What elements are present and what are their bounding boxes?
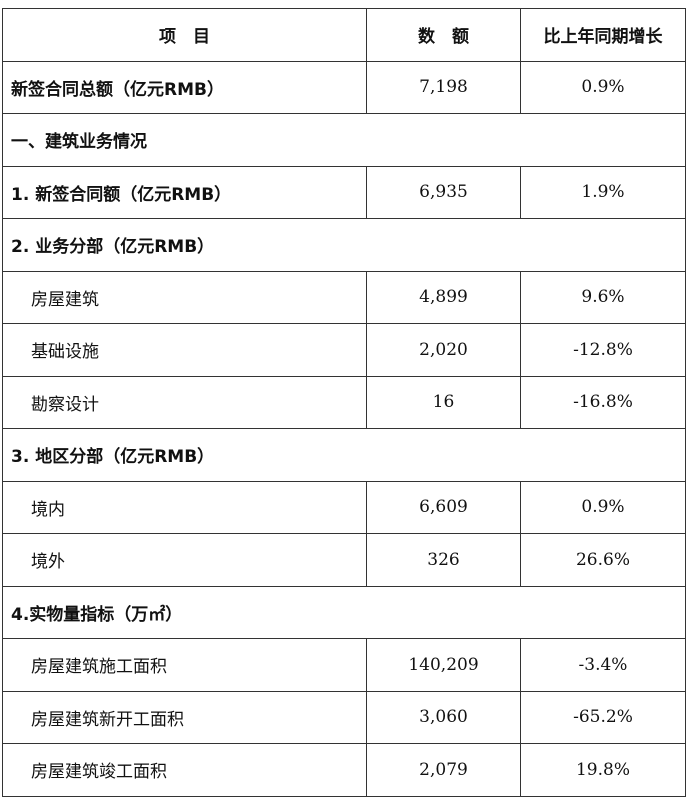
row-label: 基础设施 xyxy=(2,323,367,377)
row-growth: -3.4% xyxy=(520,638,686,692)
row-growth: 1.9% xyxy=(520,165,686,219)
row-amount: 4,899 xyxy=(366,270,521,324)
section-row: 2. 业务分部（亿元RMB） xyxy=(2,218,686,272)
header-item: 项 目 xyxy=(2,8,367,62)
header-amount: 数 额 xyxy=(366,8,521,62)
row-label: 房屋建筑竣工面积 xyxy=(2,743,367,797)
table-row: 房屋建筑 4,899 9.6% xyxy=(2,270,686,324)
section-label: 3. 地区分部（亿元RMB） xyxy=(2,428,686,482)
row-amount: 2,020 xyxy=(366,323,521,377)
row-growth: 0.9% xyxy=(520,480,686,534)
row-growth: -12.8% xyxy=(520,323,686,377)
section-row: 一、建筑业务情况 xyxy=(2,113,686,167)
row-amount: 6,935 xyxy=(366,165,521,219)
header-row: 项 目 数 额 比上年同期增长 xyxy=(2,8,686,62)
row-growth: 0.9% xyxy=(520,60,686,114)
row-amount: 326 xyxy=(366,533,521,587)
row-label: 房屋建筑 xyxy=(2,270,367,324)
header-growth: 比上年同期增长 xyxy=(520,8,686,62)
section-label: 2. 业务分部（亿元RMB） xyxy=(2,218,686,272)
section-label: 4.实物量指标（万㎡） xyxy=(2,585,686,639)
row-label: 房屋建筑施工面积 xyxy=(2,638,367,692)
table-row: 境外 326 26.6% xyxy=(2,533,686,587)
section-label: 一、建筑业务情况 xyxy=(2,113,686,167)
table-row: 1. 新签合同额（亿元RMB） 6,935 1.9% xyxy=(2,165,686,219)
row-label: 新签合同总额（亿元RMB） xyxy=(2,60,367,114)
contracts-table: 项 目 数 额 比上年同期增长 新签合同总额（亿元RMB） 7,198 0.9% 一、… xyxy=(2,8,686,797)
row-label: 境外 xyxy=(2,533,367,587)
section-row: 4.实物量指标（万㎡） xyxy=(2,585,686,639)
row-amount: 2,079 xyxy=(366,743,521,797)
row-label: 1. 新签合同额（亿元RMB） xyxy=(2,165,367,219)
row-amount: 140,209 xyxy=(366,638,521,692)
row-growth: 19.8% xyxy=(520,743,686,797)
table-row: 新签合同总额（亿元RMB） 7,198 0.9% xyxy=(2,60,686,114)
row-amount: 6,609 xyxy=(366,480,521,534)
table-row: 房屋建筑竣工面积 2,079 19.8% xyxy=(2,743,686,797)
table-row: 基础设施 2,020 -12.8% xyxy=(2,323,686,377)
section-row: 3. 地区分部（亿元RMB） xyxy=(2,428,686,482)
table-row: 房屋建筑新开工面积 3,060 -65.2% xyxy=(2,690,686,744)
row-growth: 26.6% xyxy=(520,533,686,587)
row-growth: 9.6% xyxy=(520,270,686,324)
table-row: 境内 6,609 0.9% xyxy=(2,480,686,534)
row-label: 境内 xyxy=(2,480,367,534)
table-row: 房屋建筑施工面积 140,209 -3.4% xyxy=(2,638,686,692)
row-label: 房屋建筑新开工面积 xyxy=(2,690,367,744)
row-growth: -16.8% xyxy=(520,375,686,429)
row-amount: 7,198 xyxy=(366,60,521,114)
row-amount: 3,060 xyxy=(366,690,521,744)
row-label: 勘察设计 xyxy=(2,375,367,429)
row-growth: -65.2% xyxy=(520,690,686,744)
table-row: 勘察设计 16 -16.8% xyxy=(2,375,686,429)
row-amount: 16 xyxy=(366,375,521,429)
